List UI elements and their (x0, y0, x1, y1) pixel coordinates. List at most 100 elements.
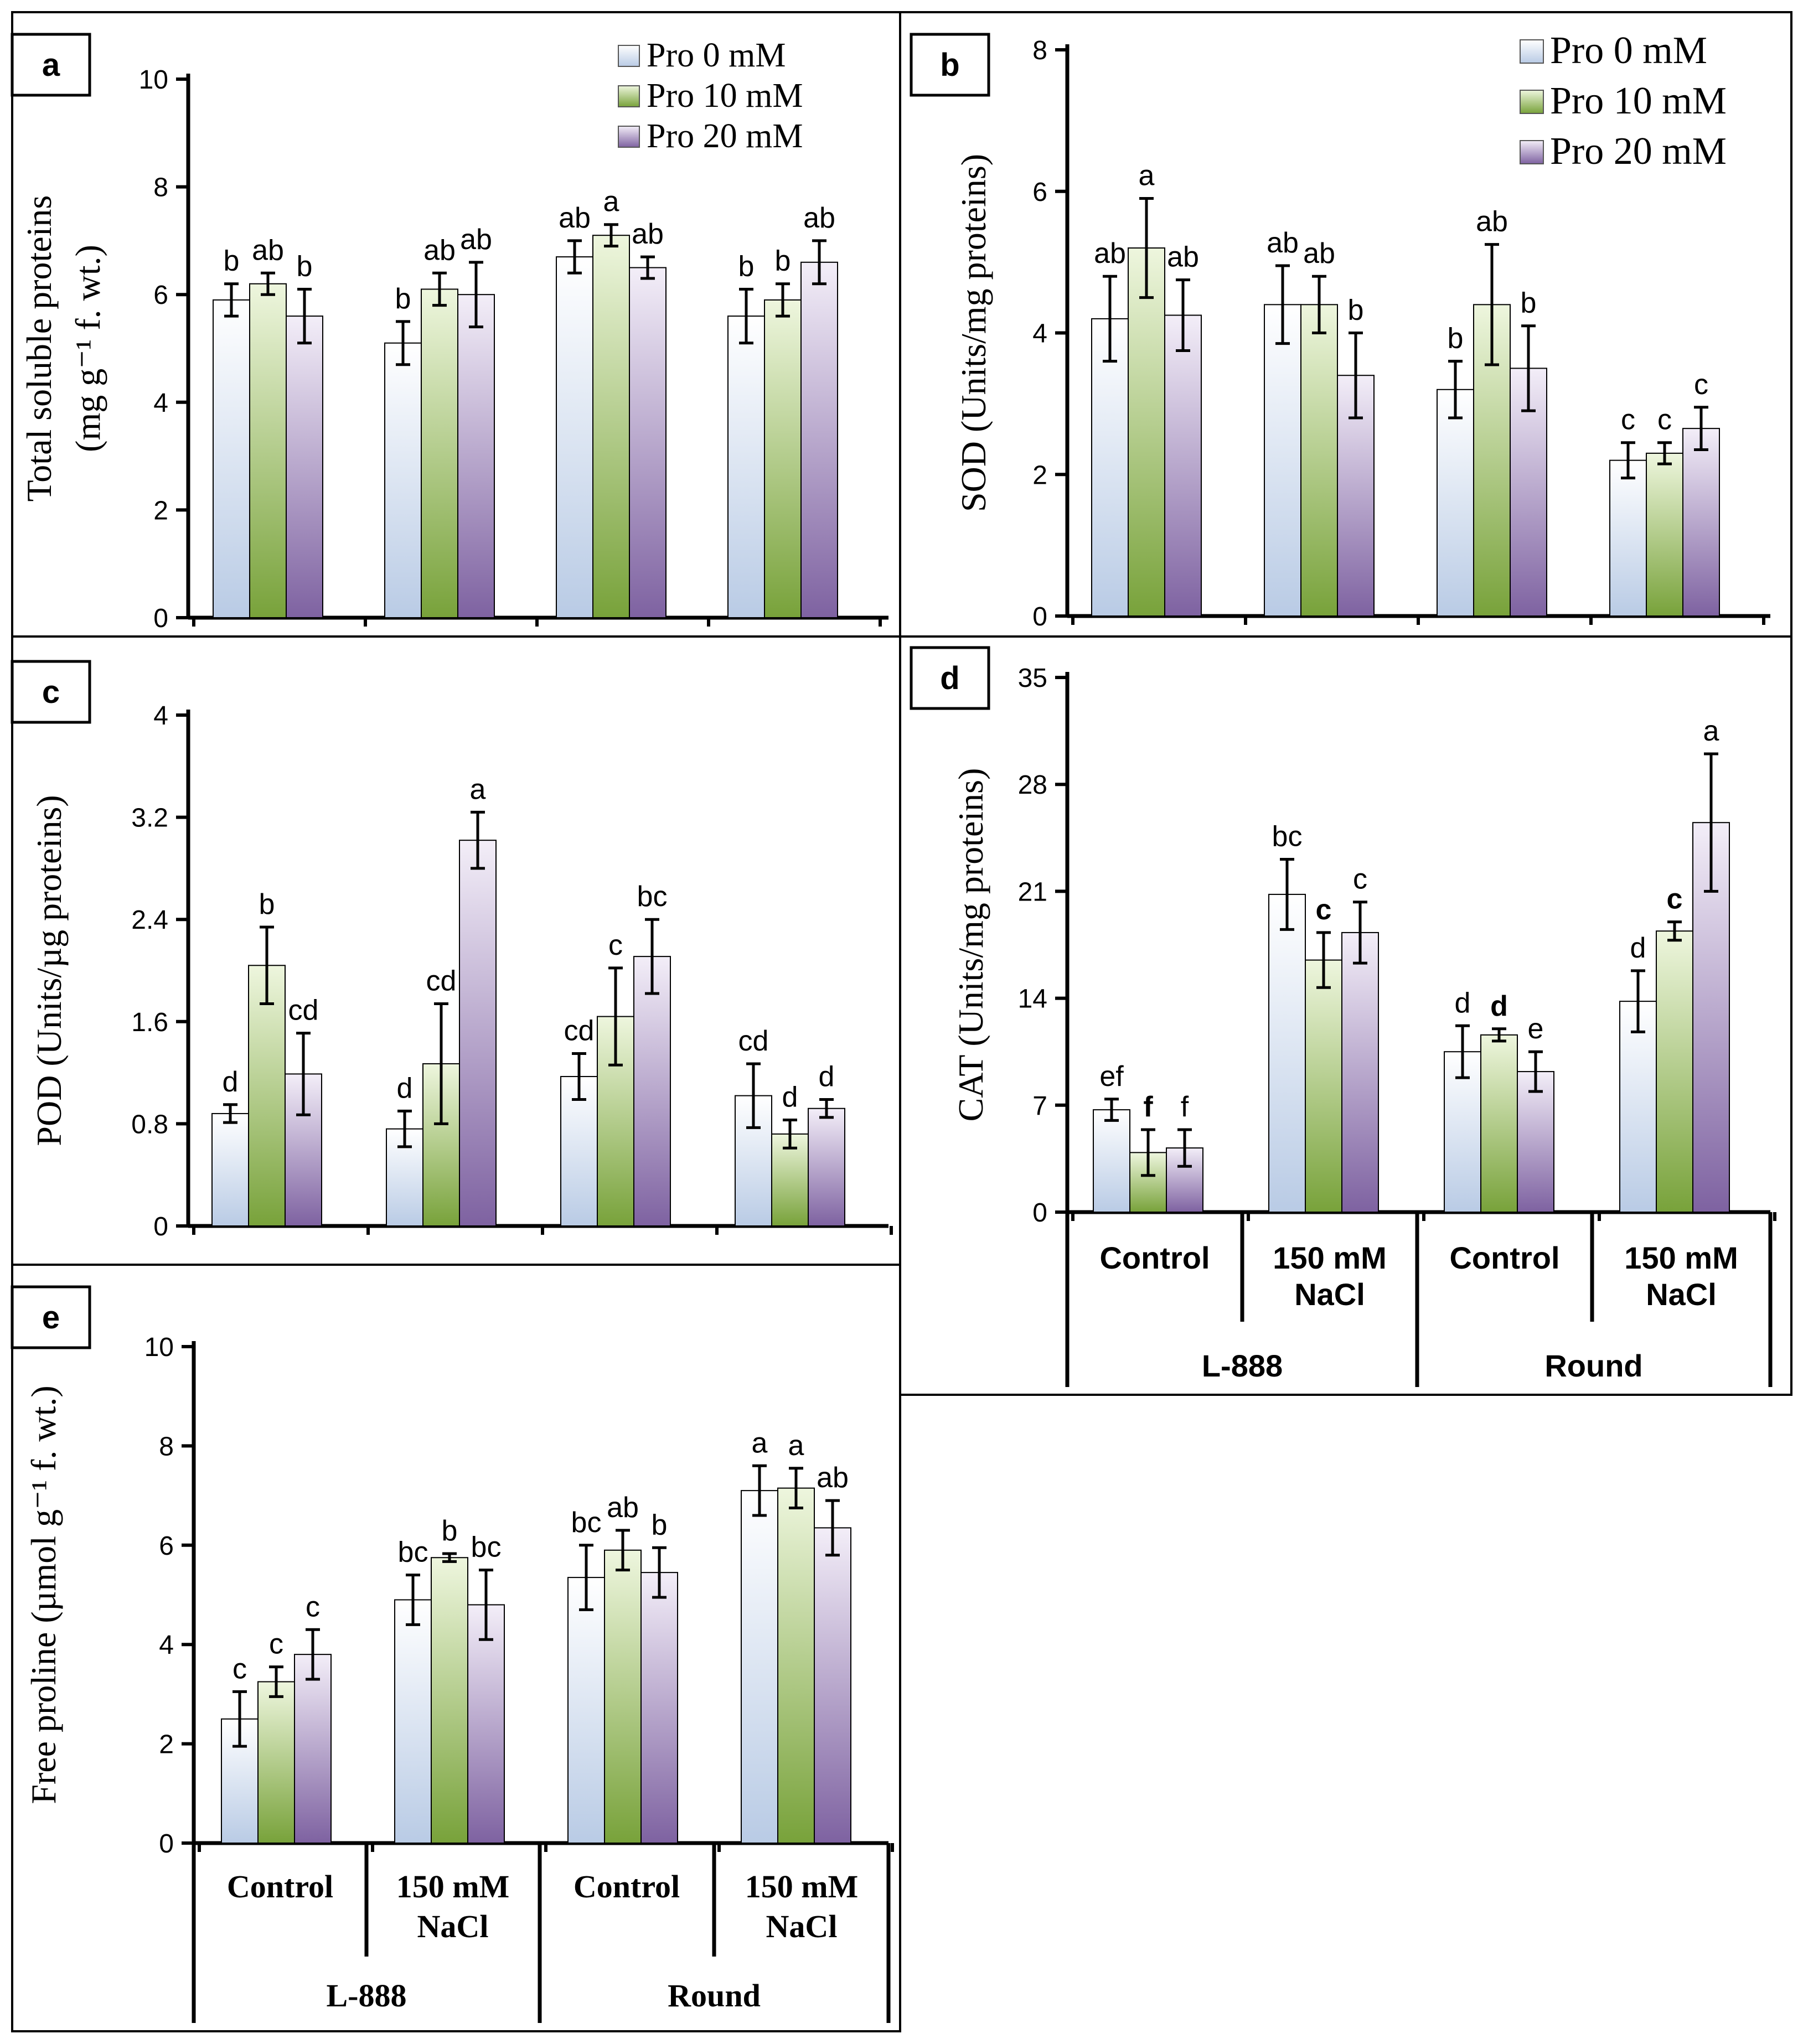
bar-a (249, 283, 287, 618)
significance-letter-e: c (306, 1591, 320, 1623)
bar-e (640, 1572, 678, 1844)
significance-letter-d: a (1703, 715, 1719, 747)
significance-letter-a: ab (632, 218, 664, 250)
panel-d-frame (899, 635, 1792, 1396)
significance-letter-c: cd (426, 965, 457, 997)
significance-letter-d: d (1455, 987, 1471, 1019)
panel-b-label: b (940, 47, 959, 83)
y-tick-label-c: 1.6 (131, 1008, 168, 1037)
bar-e (567, 1577, 605, 1844)
category-axis-panel-e: Control 150 mM NaCl Control 150 mM NaCl … (192, 1843, 891, 2023)
bar-d (1341, 932, 1379, 1213)
cat-d-0: Control (1099, 1240, 1210, 1275)
y-tick-label-a: 0 (153, 604, 168, 633)
significance-letter-b: b (1348, 294, 1364, 327)
significance-letter-a: ab (559, 202, 591, 234)
bar-c (633, 956, 671, 1227)
y-tick-label-e: 0 (159, 1829, 174, 1859)
y-tick-label-d: 7 (1032, 1091, 1047, 1121)
cat-d-3b: NaCl (1646, 1277, 1717, 1312)
bar-e (814, 1527, 851, 1844)
y-tick-label-e: 2 (159, 1730, 174, 1760)
bar-b (1609, 459, 1647, 617)
significance-letter-e: b (652, 1509, 668, 1541)
significance-letter-b: b (1521, 287, 1537, 319)
significance-letter-c: b (259, 888, 275, 920)
bar-a (213, 299, 250, 618)
y-axis-title-d: CAT (Units/mg proteins) (951, 768, 990, 1122)
cat-d-1: 150 mM (1273, 1240, 1386, 1275)
y-axis-title-a: Total soluble proteins (19, 195, 59, 502)
significance-letter-b: ab (1476, 206, 1508, 238)
group-e-0: L-888 (327, 1978, 407, 2014)
significance-letter-c: bc (637, 881, 668, 913)
legend-a-label-2: Pro 20 mM (647, 117, 803, 155)
category-axis-panel-d: Control 150 mM NaCl Control 150 mM NaCl … (1065, 1212, 1773, 1387)
cat-d-2: Control (1449, 1240, 1559, 1275)
bar-c (808, 1108, 845, 1227)
significance-letter-c: d (819, 1061, 835, 1093)
bar-a (556, 256, 593, 618)
significance-letter-e: bc (471, 1531, 502, 1564)
bar-b (1091, 318, 1129, 617)
legend-a-swatch-2 (618, 126, 640, 148)
bar-c (248, 965, 286, 1227)
cat-e-0: Control (227, 1869, 333, 1905)
bar-a (800, 261, 838, 618)
bar-d (1517, 1071, 1554, 1213)
y-axis-title-b: SOD (Units/mg proteins) (954, 154, 993, 512)
significance-letter-b: c (1694, 369, 1708, 401)
significance-letter-c: d (397, 1072, 413, 1104)
cat-e-1: 150 mM (396, 1869, 510, 1905)
y-tick-label-d: 14 (1018, 985, 1047, 1014)
significance-letter-d: bc (1272, 820, 1303, 852)
y-tick-label-d: 35 (1018, 664, 1047, 693)
significance-letter-d: c (1316, 894, 1332, 926)
significance-letter-e: bc (398, 1536, 428, 1569)
significance-letter-c: cd (288, 995, 319, 1027)
bar-d (1305, 959, 1342, 1213)
y-tick-label-e: 10 (144, 1333, 174, 1362)
legend-a-swatch-1 (618, 85, 640, 107)
bar-a (592, 235, 630, 619)
cat-e-2: Control (574, 1869, 680, 1905)
significance-letter-a: b (738, 250, 755, 282)
significance-letter-a: ab (803, 202, 835, 234)
significance-letter-a: a (603, 186, 619, 218)
bar-e (294, 1654, 332, 1844)
significance-letter-e: b (442, 1515, 458, 1547)
significance-letter-b: b (1448, 323, 1464, 355)
cat-e-3: 150 mM (745, 1869, 859, 1905)
significance-letter-a: b (224, 245, 240, 277)
chart-a: 0 2 4 6 8 10 Total soluble proteins (mg g⁻¹ f. … (19, 65, 888, 633)
significance-letter-b: c (1621, 404, 1635, 436)
bar-e (257, 1681, 295, 1844)
significance-letter-b: a (1139, 160, 1155, 192)
legend-b-label-2: Pro 20 mM (1550, 130, 1727, 173)
panel-labels: a b c d e (11, 33, 990, 1349)
significance-letter-a: b (297, 250, 313, 282)
bar-c (459, 840, 497, 1227)
significance-letter-d: c (1667, 883, 1683, 915)
legend-b-swatch-2 (1520, 140, 1544, 164)
y-tick-label-a: 6 (153, 281, 168, 310)
bar-c (211, 1112, 249, 1227)
bar-a (764, 299, 802, 618)
bar-e (394, 1599, 432, 1844)
significance-letter-b: c (1657, 404, 1672, 436)
significance-letter-e: a (752, 1427, 768, 1459)
bar-a (629, 267, 667, 618)
significance-letter-e: bc (571, 1507, 602, 1539)
significance-letter-a: b (395, 283, 411, 315)
panel-c-label-box (11, 660, 91, 724)
significance-letter-a: ab (460, 224, 492, 256)
y-tick-label-c: 0.8 (131, 1110, 168, 1139)
legend-b-label-0: Pro 0 mM (1550, 29, 1707, 72)
significance-letter-d: d (1490, 990, 1508, 1022)
legend-a-label-0: Pro 0 mM (647, 37, 786, 74)
panel-e-frame (11, 1264, 901, 2032)
bar-a (286, 315, 323, 618)
